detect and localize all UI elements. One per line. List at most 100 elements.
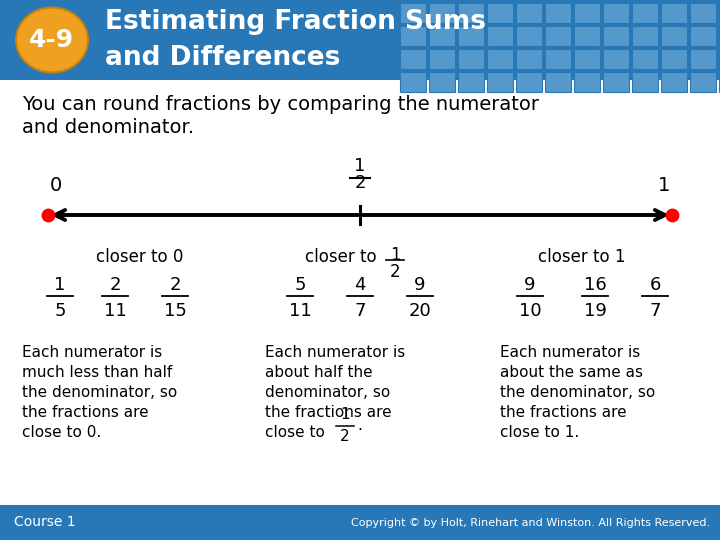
Text: Copyright © by Holt, Rinehart and Winston. All Rights Reserved.: Copyright © by Holt, Rinehart and Winsto…: [351, 517, 710, 528]
Bar: [690, 26, 716, 46]
Text: 16: 16: [584, 276, 606, 294]
Bar: [603, 49, 629, 69]
Text: the fractions are: the fractions are: [500, 405, 626, 420]
Bar: [516, 3, 542, 23]
Bar: [632, 72, 658, 92]
Text: 11: 11: [289, 302, 311, 320]
Text: 6: 6: [649, 276, 661, 294]
Bar: [574, 26, 600, 46]
Bar: [400, 3, 426, 23]
Bar: [574, 3, 600, 23]
Bar: [0, 505, 720, 540]
Text: 20: 20: [409, 302, 431, 320]
Text: Course 1: Course 1: [14, 516, 76, 530]
Text: 2: 2: [390, 263, 400, 281]
Bar: [661, 72, 687, 92]
Text: 19: 19: [584, 302, 606, 320]
Text: 2: 2: [354, 174, 366, 192]
Text: 1: 1: [340, 407, 350, 422]
Text: 1: 1: [54, 276, 66, 294]
Text: 10: 10: [518, 302, 541, 320]
Text: 2: 2: [109, 276, 121, 294]
Text: 5: 5: [294, 276, 306, 294]
Bar: [516, 26, 542, 46]
Bar: [719, 3, 720, 23]
Text: 7: 7: [354, 302, 366, 320]
Text: 2: 2: [340, 429, 350, 444]
Text: much less than half: much less than half: [22, 365, 172, 380]
Bar: [632, 3, 658, 23]
Text: 4: 4: [354, 276, 366, 294]
Text: and Differences: and Differences: [105, 45, 341, 71]
Bar: [603, 26, 629, 46]
Text: 7: 7: [649, 302, 661, 320]
Text: the denominator, so: the denominator, so: [22, 385, 177, 400]
Bar: [545, 3, 571, 23]
Bar: [516, 72, 542, 92]
Text: closer to 1: closer to 1: [539, 248, 626, 266]
Bar: [574, 72, 600, 92]
Text: 2: 2: [169, 276, 181, 294]
Text: 0: 0: [50, 176, 62, 195]
Bar: [429, 26, 455, 46]
Text: Each numerator is: Each numerator is: [265, 345, 405, 360]
Ellipse shape: [16, 8, 88, 72]
Text: about the same as: about the same as: [500, 365, 643, 380]
Bar: [632, 49, 658, 69]
Text: 9: 9: [414, 276, 426, 294]
Text: 1: 1: [390, 246, 400, 264]
Text: Estimating Fraction Sums: Estimating Fraction Sums: [105, 9, 486, 35]
Text: denominator, so: denominator, so: [265, 385, 390, 400]
Bar: [661, 26, 687, 46]
Text: the fractions are: the fractions are: [22, 405, 148, 420]
Bar: [545, 49, 571, 69]
Text: Each numerator is: Each numerator is: [500, 345, 640, 360]
Bar: [458, 72, 484, 92]
Bar: [0, 0, 720, 80]
Bar: [400, 26, 426, 46]
Text: closer to 0: closer to 0: [96, 248, 184, 266]
Bar: [487, 26, 513, 46]
Text: 9: 9: [524, 276, 536, 294]
Text: 1: 1: [354, 157, 366, 175]
Bar: [545, 26, 571, 46]
Text: 5: 5: [54, 302, 66, 320]
Bar: [719, 49, 720, 69]
Bar: [632, 26, 658, 46]
Bar: [690, 49, 716, 69]
Bar: [429, 3, 455, 23]
Bar: [458, 3, 484, 23]
Text: .: .: [357, 417, 362, 433]
Text: about half the: about half the: [265, 365, 373, 380]
Bar: [487, 3, 513, 23]
Bar: [719, 26, 720, 46]
Bar: [400, 49, 426, 69]
Text: and denominator.: and denominator.: [22, 118, 194, 137]
Bar: [661, 3, 687, 23]
Bar: [690, 3, 716, 23]
Text: You can round fractions by comparing the numerator: You can round fractions by comparing the…: [22, 95, 539, 114]
Bar: [400, 72, 426, 92]
Bar: [429, 72, 455, 92]
Bar: [719, 72, 720, 92]
Bar: [487, 72, 513, 92]
Bar: [574, 49, 600, 69]
Text: close to: close to: [265, 425, 325, 440]
Text: close to 0.: close to 0.: [22, 425, 102, 440]
Bar: [429, 49, 455, 69]
Text: 1: 1: [658, 176, 670, 195]
Bar: [516, 49, 542, 69]
Bar: [603, 3, 629, 23]
Bar: [458, 49, 484, 69]
Bar: [603, 72, 629, 92]
Text: the denominator, so: the denominator, so: [500, 385, 655, 400]
Bar: [545, 72, 571, 92]
Text: 11: 11: [104, 302, 127, 320]
Bar: [458, 26, 484, 46]
Bar: [487, 49, 513, 69]
Text: the fractions are: the fractions are: [265, 405, 392, 420]
Bar: [661, 49, 687, 69]
Text: close to 1.: close to 1.: [500, 425, 580, 440]
Text: 15: 15: [163, 302, 186, 320]
Text: closer to: closer to: [305, 248, 377, 266]
